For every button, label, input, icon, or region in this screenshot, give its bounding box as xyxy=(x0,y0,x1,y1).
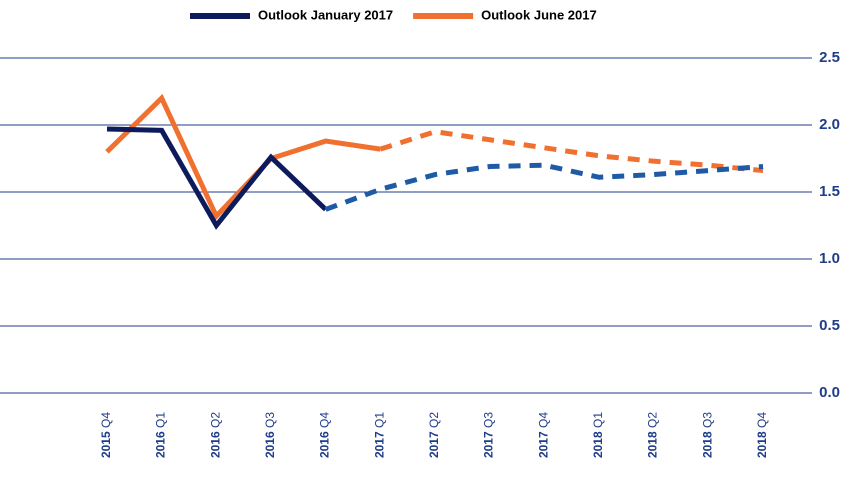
x-tick-year: 2015 xyxy=(99,428,113,458)
x-tick-label: 2017 Q3 xyxy=(482,412,496,458)
x-tick-quarter: Q4 xyxy=(99,412,113,428)
line-forecast xyxy=(324,162,764,212)
x-tick-year: 2018 xyxy=(755,428,769,458)
x-tick-quarter: Q4 xyxy=(755,412,769,428)
x-tick-year: 2016 xyxy=(263,428,277,458)
line-actual xyxy=(105,93,381,221)
x-tick-quarter: Q3 xyxy=(263,412,277,428)
x-tick-quarter: Q1 xyxy=(591,412,605,428)
x-tick-label: 2018 Q3 xyxy=(701,412,715,458)
x-tick-label: 2017 Q1 xyxy=(373,412,387,458)
x-tick-label: 2016 Q4 xyxy=(318,412,332,458)
y-tick-label: 2.0 xyxy=(819,116,840,133)
x-tick-label: 2017 Q2 xyxy=(427,412,441,458)
y-tick-label: 2.5 xyxy=(819,49,840,66)
x-tick-year: 2018 xyxy=(591,428,605,458)
x-tick-label: 2016 Q1 xyxy=(154,412,168,458)
x-tick-quarter: Q1 xyxy=(373,412,387,428)
y-tick-label: 0.0 xyxy=(819,384,840,401)
x-tick-year: 2016 xyxy=(209,428,223,458)
x-tick-quarter: Q2 xyxy=(427,412,441,428)
x-tick-quarter: Q4 xyxy=(537,412,551,428)
x-tick-quarter: Q2 xyxy=(646,412,660,428)
x-tick-quarter: Q3 xyxy=(482,412,496,428)
x-tick-label: 2016 Q3 xyxy=(263,412,277,458)
x-tick-year: 2016 xyxy=(318,428,332,458)
x-tick-year: 2017 xyxy=(537,428,551,458)
line-forecast xyxy=(379,129,764,174)
x-tick-year: 2018 xyxy=(646,428,660,458)
x-tick-year: 2016 xyxy=(154,428,168,458)
x-tick-label: 2015 Q4 xyxy=(99,412,113,458)
x-tick-label: 2017 Q4 xyxy=(537,412,551,458)
x-tick-quarter: Q3 xyxy=(701,412,715,428)
x-tick-quarter: Q2 xyxy=(209,412,223,428)
x-tick-year: 2017 xyxy=(482,428,496,458)
y-tick-label: 1.0 xyxy=(819,250,840,267)
x-tick-year: 2017 xyxy=(427,428,441,458)
legend-label: Outlook June 2017 xyxy=(481,7,597,22)
x-tick-year: 2017 xyxy=(373,428,387,458)
line-actual xyxy=(106,126,328,230)
legend-label: Outlook January 2017 xyxy=(258,7,393,22)
x-tick-label: 2018 Q2 xyxy=(646,412,660,458)
y-tick-label: 0.5 xyxy=(819,317,840,334)
y-tick-label: 1.5 xyxy=(819,183,840,200)
x-tick-label: 2018 Q1 xyxy=(591,412,605,458)
x-tick-label: 2018 Q4 xyxy=(755,412,769,458)
x-tick-year: 2018 xyxy=(701,428,715,458)
x-tick-quarter: Q1 xyxy=(154,412,168,428)
x-tick-quarter: Q4 xyxy=(318,412,332,428)
x-tick-label: 2016 Q2 xyxy=(209,412,223,458)
